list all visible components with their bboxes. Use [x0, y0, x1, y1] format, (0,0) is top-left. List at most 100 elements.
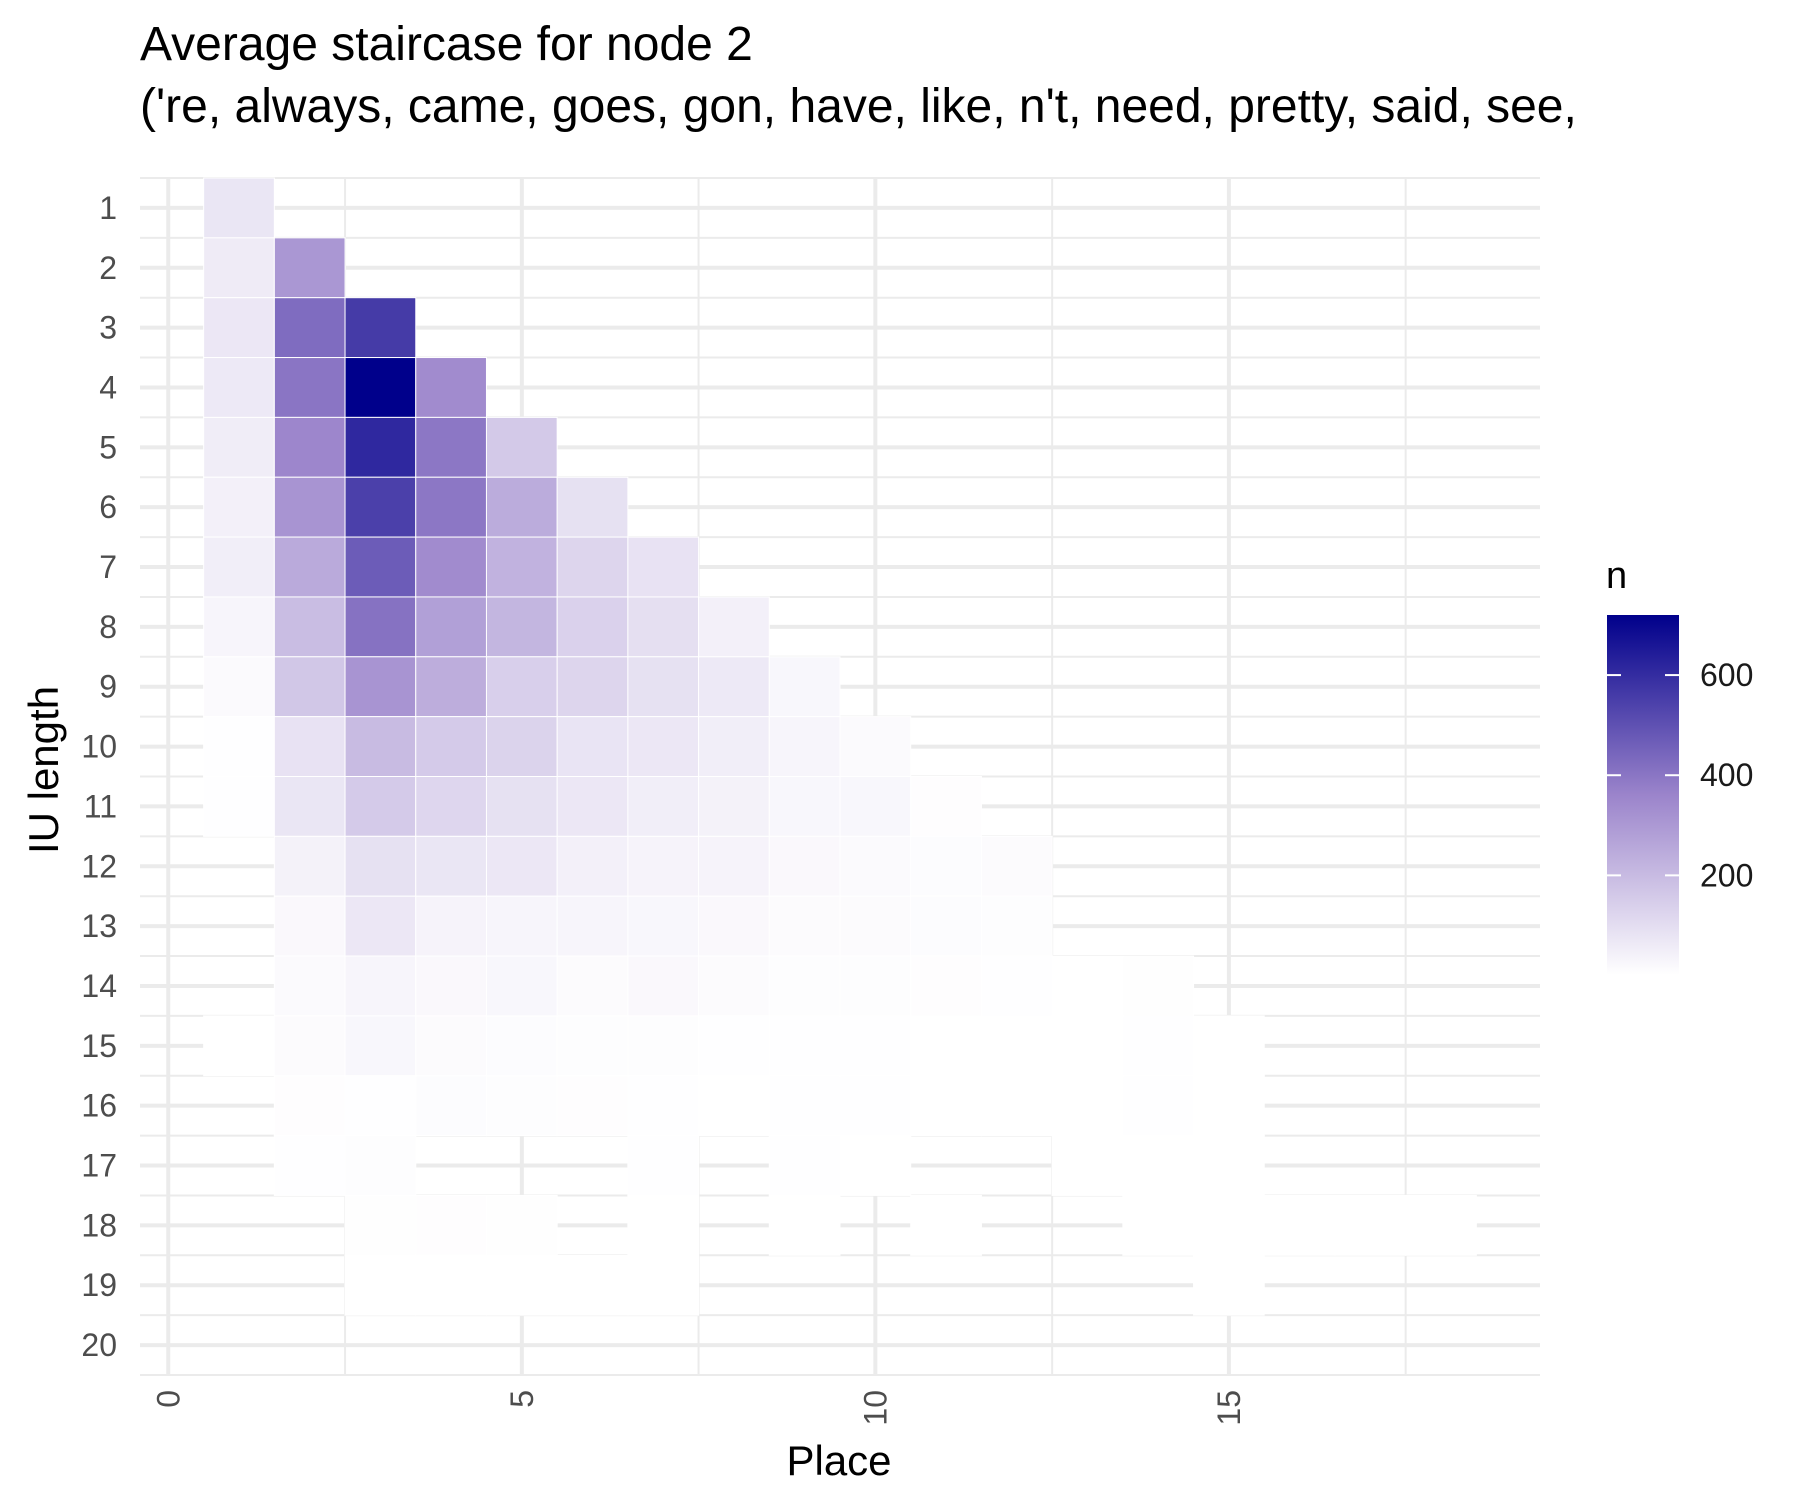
y-tick-label: 16 [81, 1088, 117, 1124]
heatmap-cell [273, 1135, 346, 1196]
y-axis-title: IU length [20, 686, 67, 854]
heatmap-cell [556, 656, 629, 718]
heatmap-cell [768, 895, 841, 957]
heatmap-cell [415, 895, 487, 957]
heatmap-cell [556, 476, 629, 538]
heatmap-cell [839, 955, 912, 1017]
heatmap-cell [768, 955, 841, 1017]
heatmap-cell [556, 776, 629, 837]
heatmap-cell [273, 237, 346, 299]
heatmap-cell [627, 596, 700, 658]
heatmap-cell [415, 835, 487, 897]
color-legend: n 200 400 600 [1606, 555, 1753, 975]
heatmap-cell [344, 297, 417, 359]
heatmap-cell [1193, 1075, 1265, 1137]
heatmap-cell [1051, 955, 1124, 1017]
y-tick-label: 11 [84, 788, 117, 824]
heatmap-cell [627, 1015, 700, 1077]
heatmap-cell [273, 955, 346, 1017]
heatmap-cell [203, 416, 275, 478]
heatmap-cell [485, 656, 558, 718]
heatmap-cell [273, 297, 346, 359]
heatmap-cell [980, 1015, 1053, 1077]
chart-title: Average staircase for node 2 [140, 18, 753, 71]
heatmap-cell [1122, 1135, 1195, 1196]
heatmap-cell [980, 835, 1053, 897]
heatmap-cell [698, 1015, 770, 1077]
heatmap-cell [344, 716, 417, 778]
heatmap-cell [1193, 1254, 1265, 1316]
heatmap-cell [1263, 1194, 1336, 1256]
heatmap-cell [768, 835, 841, 897]
heatmap-cell [698, 955, 770, 1017]
heatmap-cell [203, 237, 275, 299]
heatmap-cell [273, 1015, 346, 1077]
heatmap-cell [980, 895, 1053, 957]
heatmap-cell [1122, 1194, 1195, 1256]
y-tick-label: 14 [81, 968, 117, 1004]
heatmap-cell [556, 955, 629, 1017]
heatmap-cell [698, 835, 770, 897]
x-tick-label: 15 [1211, 1390, 1247, 1426]
heatmap-cell [839, 716, 912, 778]
legend-label: 600 [1700, 657, 1753, 693]
heatmap-cell [768, 656, 841, 718]
heatmap-cell [698, 656, 770, 718]
heatmap-cell [344, 1194, 417, 1256]
heatmap-cell [839, 1135, 912, 1196]
heatmap-cell [768, 776, 841, 837]
y-tick-label: 9 [99, 669, 117, 705]
legend-colorbar [1607, 615, 1679, 975]
heatmap-cell [627, 1135, 700, 1196]
heatmap-cell [627, 716, 700, 778]
heatmap-cell [627, 835, 700, 897]
heatmap-cell [910, 955, 982, 1017]
heatmap-cell [344, 895, 417, 957]
heatmap-cell [344, 357, 417, 418]
heatmap-cell [768, 1075, 841, 1137]
heatmap-cell [203, 536, 275, 598]
heatmap-cell [1051, 1075, 1124, 1137]
heatmap-cell [627, 1075, 700, 1137]
heatmap-cell [203, 357, 275, 418]
legend-ticks: 200 400 600 [1607, 657, 1753, 893]
heatmap-cell [485, 536, 558, 598]
heatmap-cell [627, 776, 700, 837]
heatmap-cell [415, 1075, 487, 1137]
heatmap-cell [415, 656, 487, 718]
heatmap-cell [839, 895, 912, 957]
heatmap-cell [415, 596, 487, 658]
heatmap-cell [415, 955, 487, 1017]
y-tick-label: 12 [81, 848, 117, 884]
heatmap-cell [485, 596, 558, 658]
heatmap-cell [485, 955, 558, 1017]
heatmap-cell [273, 656, 346, 718]
heatmap-cell [698, 776, 770, 837]
y-tick-label: 20 [81, 1327, 117, 1363]
heatmap-cell [910, 895, 982, 957]
heatmap-cell [839, 835, 912, 897]
y-tick-label: 6 [99, 489, 117, 525]
heatmap-cell [273, 596, 346, 658]
heatmap-cell [203, 656, 275, 718]
y-tick-label: 10 [81, 729, 117, 765]
heatmap-cell [203, 776, 275, 837]
legend-label: 400 [1700, 757, 1753, 793]
heatmap-cell [344, 476, 417, 538]
heatmap-cell [415, 1015, 487, 1077]
cell-layer [203, 177, 1477, 1316]
heatmap-cell [556, 1254, 629, 1316]
heatmap-cell [485, 895, 558, 957]
heatmap-cell [344, 835, 417, 897]
heatmap-cell [1051, 1135, 1124, 1196]
heatmap-cell [910, 1194, 982, 1256]
heatmap-cell [415, 716, 487, 778]
heatmap-cell [839, 1015, 912, 1077]
heatmap-cell [1122, 1015, 1195, 1077]
heatmap-cell [485, 476, 558, 538]
heatmap-cell [273, 536, 346, 598]
heatmap-cell [203, 297, 275, 359]
heatmap-cell [485, 776, 558, 837]
heatmap-cell [344, 1015, 417, 1077]
